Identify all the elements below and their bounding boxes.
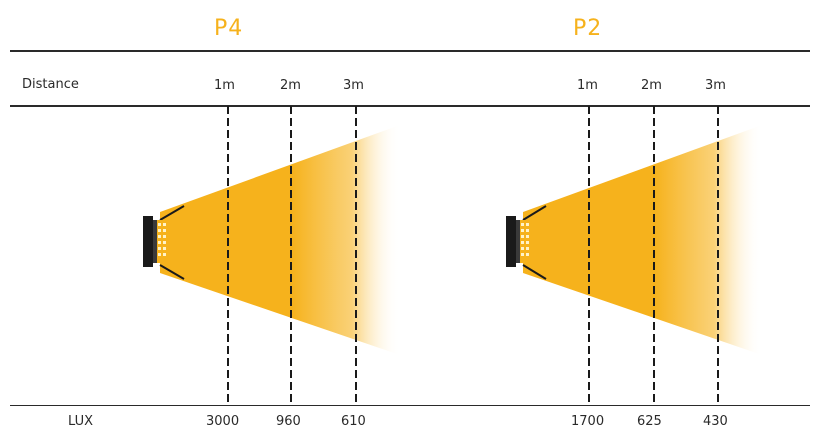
- p4-distance-1m: 1m: [214, 78, 235, 93]
- p2-distance-1m: 1m: [577, 78, 598, 93]
- p4-distance-3m: 3m: [343, 78, 364, 93]
- footer-rule: [10, 405, 810, 406]
- p4-lux-1m: 3000: [206, 414, 240, 429]
- p4-lux-2m: 960: [276, 414, 301, 429]
- p2-distance-3m: 3m: [705, 78, 726, 93]
- p2-lux-2m: 625: [637, 414, 662, 429]
- p4-distance-2m: 2m: [280, 78, 301, 93]
- distance-label: Distance: [22, 77, 79, 92]
- p2-lamp-icon: [506, 205, 547, 280]
- p4-lux-3m: 610: [341, 414, 366, 429]
- p4-beam: [160, 125, 400, 355]
- p2-lux-3m: 430: [703, 414, 728, 429]
- p4-title: P4: [214, 16, 244, 41]
- header-bottom-rule: [10, 105, 810, 107]
- p4-distance-lines: [227, 106, 357, 405]
- p2-title: P2: [573, 16, 603, 41]
- p2-distance-lines: [588, 106, 719, 405]
- p4-lamp-icon: [143, 205, 185, 280]
- p2-lux-1m: 1700: [571, 414, 605, 429]
- p2-beam: [523, 125, 762, 355]
- p2-distance-2m: 2m: [641, 78, 662, 93]
- header-top-rule: [10, 50, 810, 52]
- lux-label: LUX: [68, 414, 94, 429]
